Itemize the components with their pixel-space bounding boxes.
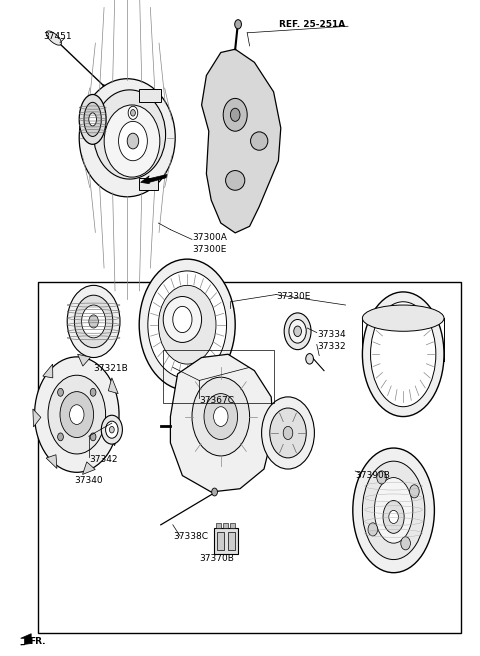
Ellipse shape — [103, 85, 107, 89]
Polygon shape — [21, 634, 31, 645]
Text: REF. 25-251A: REF. 25-251A — [279, 20, 346, 29]
Polygon shape — [83, 462, 95, 474]
Ellipse shape — [109, 426, 114, 433]
Ellipse shape — [46, 31, 61, 45]
Ellipse shape — [230, 108, 240, 121]
Ellipse shape — [79, 79, 175, 197]
Ellipse shape — [212, 488, 217, 496]
Ellipse shape — [374, 478, 413, 543]
Bar — [223, 523, 228, 528]
Ellipse shape — [128, 106, 138, 119]
Text: 37300E: 37300E — [192, 245, 227, 254]
Ellipse shape — [173, 306, 192, 333]
Text: 37334: 37334 — [317, 330, 346, 339]
Polygon shape — [43, 364, 53, 378]
Polygon shape — [33, 409, 41, 427]
Ellipse shape — [401, 537, 410, 550]
Text: 37370B: 37370B — [199, 554, 234, 564]
Ellipse shape — [362, 461, 425, 560]
Text: 37330E: 37330E — [276, 292, 311, 301]
Bar — [139, 178, 158, 190]
Text: 37367C: 37367C — [199, 396, 234, 405]
Ellipse shape — [289, 319, 306, 343]
Bar — [216, 523, 221, 528]
Ellipse shape — [192, 377, 250, 456]
Text: 37390B: 37390B — [355, 471, 390, 480]
Ellipse shape — [48, 33, 60, 43]
Ellipse shape — [214, 407, 228, 426]
Bar — [217, 532, 224, 550]
Text: 37342: 37342 — [89, 455, 117, 464]
Bar — [139, 89, 161, 102]
Ellipse shape — [90, 433, 96, 441]
Ellipse shape — [67, 285, 120, 358]
Polygon shape — [141, 174, 167, 184]
Ellipse shape — [163, 297, 202, 342]
Ellipse shape — [79, 94, 106, 144]
Bar — [230, 523, 235, 528]
Ellipse shape — [58, 433, 63, 441]
Ellipse shape — [362, 292, 444, 417]
Ellipse shape — [89, 113, 96, 126]
Ellipse shape — [84, 102, 101, 136]
Ellipse shape — [89, 315, 98, 328]
Polygon shape — [78, 354, 91, 366]
Ellipse shape — [235, 20, 241, 29]
Ellipse shape — [35, 357, 119, 472]
Text: 37340: 37340 — [74, 476, 103, 485]
Bar — [228, 532, 235, 550]
Ellipse shape — [283, 426, 293, 440]
Ellipse shape — [409, 485, 419, 498]
Ellipse shape — [106, 421, 118, 438]
Text: 37451: 37451 — [43, 31, 72, 41]
Ellipse shape — [127, 133, 139, 149]
Ellipse shape — [262, 397, 314, 469]
Ellipse shape — [371, 302, 436, 407]
Ellipse shape — [131, 110, 135, 116]
Ellipse shape — [82, 305, 106, 338]
Ellipse shape — [226, 171, 245, 190]
Ellipse shape — [48, 375, 106, 454]
Ellipse shape — [158, 285, 216, 364]
Ellipse shape — [251, 132, 268, 150]
Ellipse shape — [353, 448, 434, 573]
Ellipse shape — [362, 305, 444, 331]
Ellipse shape — [270, 408, 306, 458]
Ellipse shape — [377, 471, 386, 484]
Text: 37332: 37332 — [317, 342, 346, 351]
Polygon shape — [110, 429, 120, 446]
Ellipse shape — [119, 121, 147, 161]
Ellipse shape — [368, 523, 378, 536]
Ellipse shape — [101, 415, 122, 444]
Text: 37321B: 37321B — [94, 364, 128, 373]
Bar — [163, 350, 274, 403]
Ellipse shape — [284, 313, 311, 350]
Ellipse shape — [104, 105, 160, 177]
Ellipse shape — [383, 501, 404, 533]
Polygon shape — [46, 455, 57, 468]
Text: 37300A: 37300A — [192, 233, 227, 242]
Ellipse shape — [74, 295, 113, 348]
Ellipse shape — [148, 271, 227, 379]
Ellipse shape — [94, 90, 166, 179]
Bar — [38, 282, 461, 633]
Ellipse shape — [90, 388, 96, 396]
Ellipse shape — [294, 326, 301, 337]
Ellipse shape — [60, 392, 94, 438]
Ellipse shape — [204, 394, 238, 440]
Ellipse shape — [306, 354, 313, 364]
Ellipse shape — [70, 405, 84, 424]
Ellipse shape — [389, 510, 398, 523]
Text: 37338C: 37338C — [173, 532, 208, 541]
Ellipse shape — [223, 98, 247, 131]
Ellipse shape — [139, 259, 235, 390]
Polygon shape — [170, 354, 274, 492]
Bar — [214, 528, 238, 554]
Polygon shape — [108, 378, 118, 394]
Ellipse shape — [58, 388, 63, 396]
Polygon shape — [202, 49, 281, 233]
Text: FR.: FR. — [29, 637, 45, 646]
